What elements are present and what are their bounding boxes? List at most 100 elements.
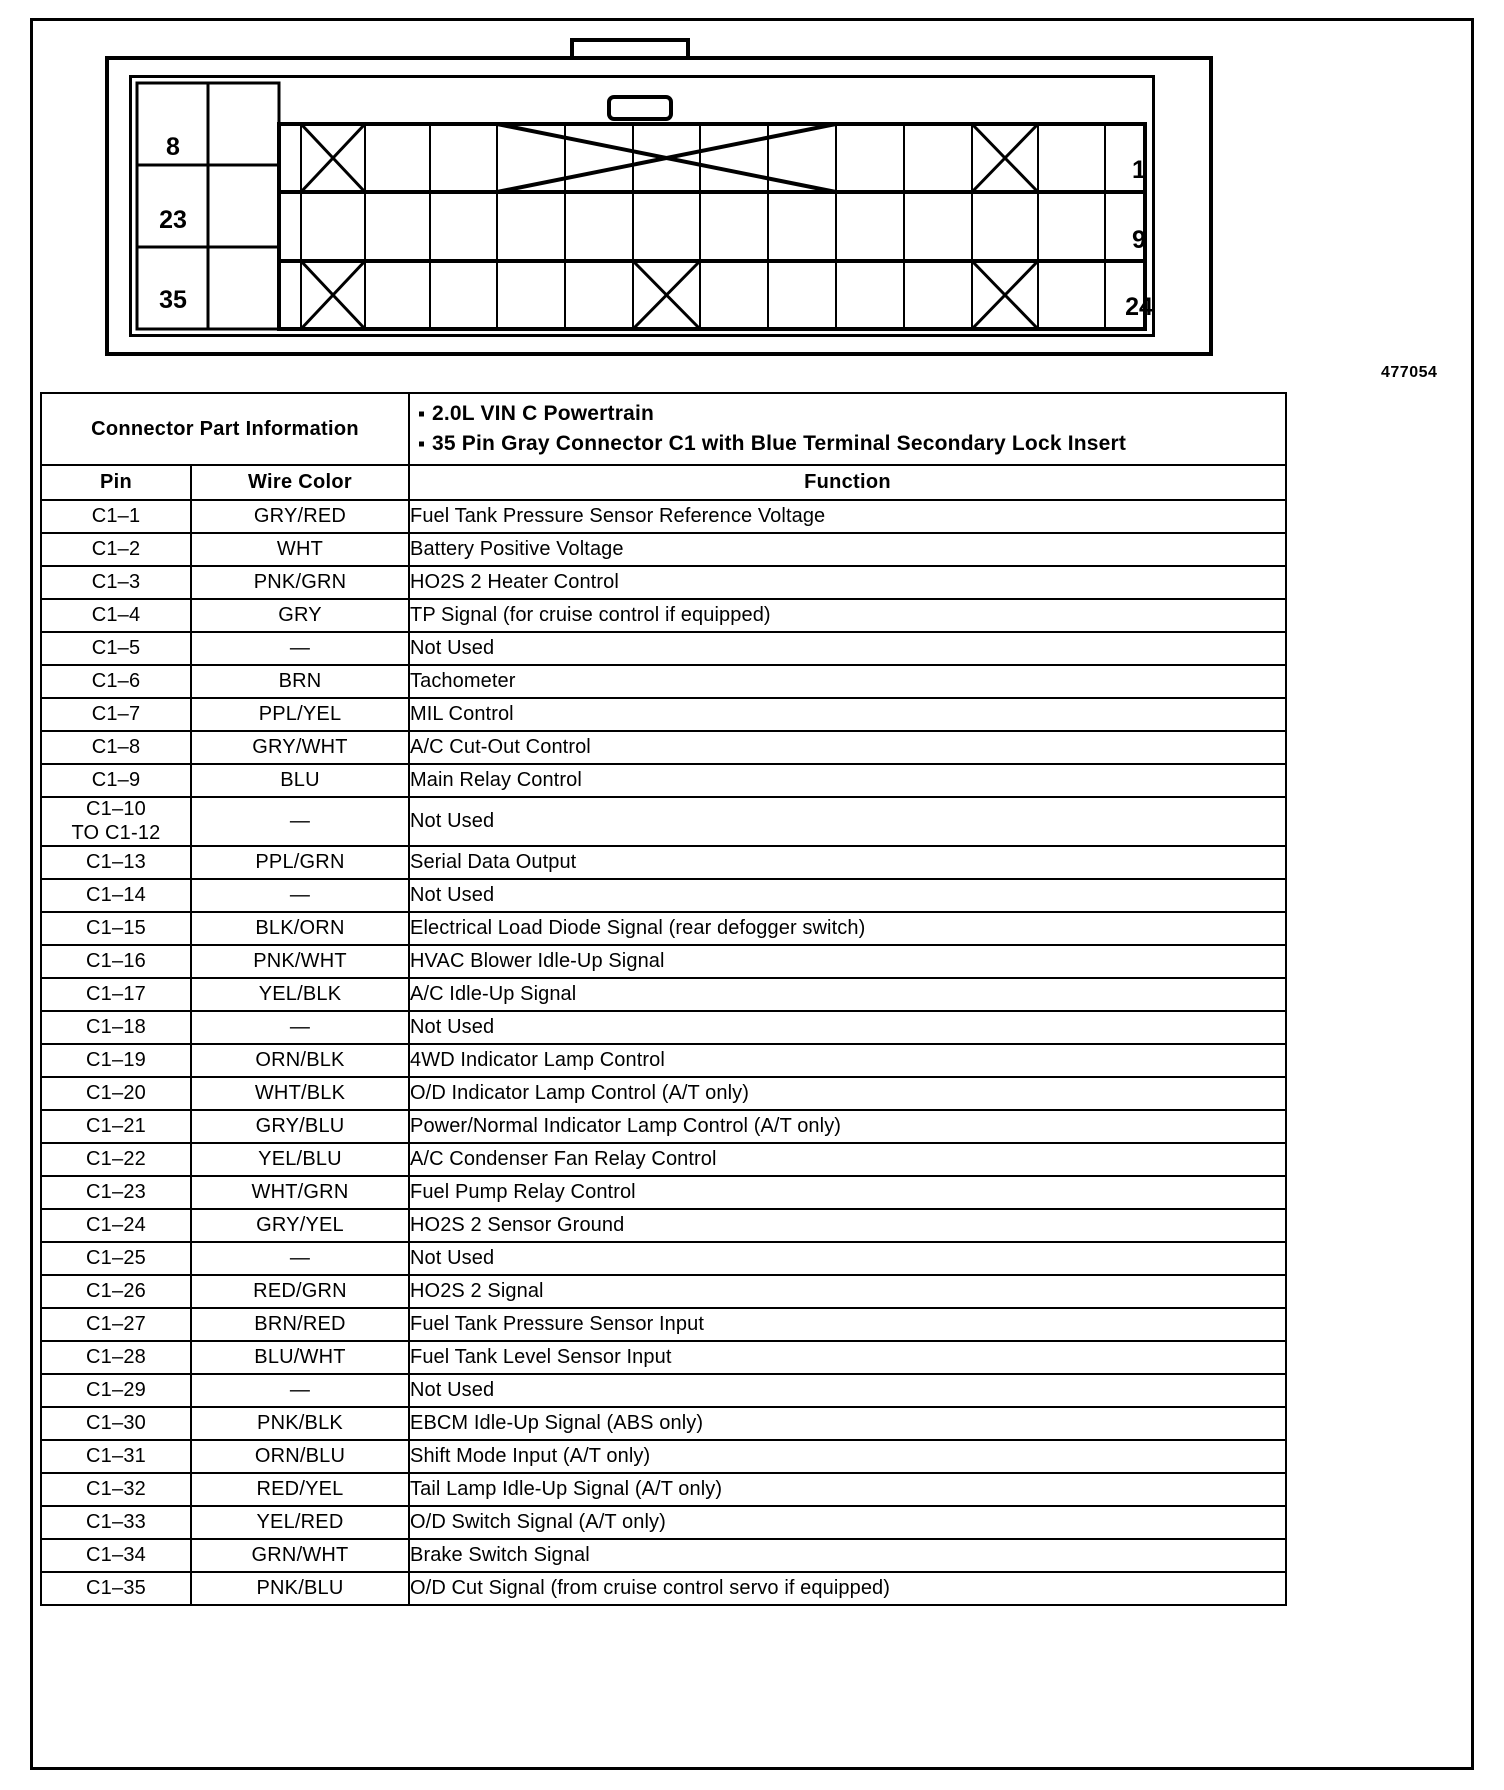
cell-wire-color: PNK/GRN — [190, 565, 410, 600]
cell-wire-color: RED/GRN — [190, 1274, 410, 1310]
table-row: C1–22 YEL/BLU A/C Condenser Fan Relay Cont… — [40, 1142, 1287, 1178]
cell-function: Not Used — [408, 1241, 1287, 1277]
table-row: C1–5— Not Used — [40, 631, 1287, 666]
cell-wire-color: GRY/WHT — [190, 730, 410, 765]
cell-wire-color: PPL/GRN — [190, 845, 410, 881]
bullet-text: 2.0L VIN C Powertrain — [432, 402, 655, 425]
table-row: C1–4 GRY TP Signal (for cruise control if … — [40, 598, 1287, 633]
page-border — [30, 18, 1474, 1770]
cell-wire-color: GRY/BLU — [190, 1109, 410, 1145]
table-row: C1–25— Not Used — [40, 1241, 1287, 1277]
cell-function: Battery Positive Voltage — [408, 532, 1287, 567]
cell-function: HO2S 2 Sensor Ground — [408, 1208, 1287, 1244]
cell-function: EBCM Idle-Up Signal (ABS only) — [408, 1406, 1287, 1442]
cell-function: Main Relay Control — [408, 763, 1287, 798]
table-row: C1–35 PNK/BLU O/D Cut Signal (from cruise … — [40, 1571, 1287, 1607]
cell-wire-color: ORN/BLU — [190, 1439, 410, 1475]
bullet-dot-icon — [419, 411, 424, 417]
cell-wire-color: BRN/RED — [190, 1307, 410, 1343]
cell-function: A/C Idle-Up Signal — [408, 977, 1287, 1013]
cell-pin: C1–2 — [40, 532, 192, 567]
cell-pin: C1–24 — [40, 1208, 192, 1244]
connector-latch-pad — [607, 95, 673, 121]
table-row: C1–27 BRN/RED Fuel Tank Pressure Sensor In… — [40, 1307, 1287, 1343]
cell-function: HO2S 2 Signal — [408, 1274, 1287, 1310]
cell-pin: C1–15 — [40, 911, 192, 947]
table-row: C1–34 GRN/WHT Brake Switch Signal — [40, 1538, 1287, 1574]
cell-wire-color: BLU — [190, 763, 410, 798]
cell-wire-color: WHT — [190, 532, 410, 567]
connector-part-information-label: Connector Part Information — [40, 392, 410, 466]
cell-pin: C1–33 — [40, 1505, 192, 1541]
cell-wire-color: WHT/GRN — [190, 1175, 410, 1211]
cell-pin: C1–9 — [40, 763, 192, 798]
cell-function: Not Used — [408, 1373, 1287, 1409]
cell-pin: C1–30 — [40, 1406, 192, 1442]
table-row: C1–33 YEL/RED O/D Switch Signal (A/T only) — [40, 1505, 1287, 1541]
cell-pin: C1–3 — [40, 565, 192, 600]
table-row: C1–19 ORN/BLK 4WD Indicator Lamp Control — [40, 1043, 1287, 1079]
cell-wire-color: GRY/RED — [190, 499, 410, 534]
cell-wire-color: GRN/WHT — [190, 1538, 410, 1574]
table-row: C1–18— Not Used — [40, 1010, 1287, 1046]
cell-pin: C1–8 — [40, 730, 192, 765]
cell-function: O/D Indicator Lamp Control (A/T only) — [408, 1076, 1287, 1112]
cell-pin: C1–31 — [40, 1439, 192, 1475]
table-row: C1–10 TO C1-12— Not Used — [40, 795, 1287, 848]
cell-wire-color: PNK/BLU — [190, 1571, 410, 1607]
cell-pin: C1–10 TO C1-12 — [40, 795, 192, 848]
cell-pin: C1–14 — [40, 878, 192, 914]
cell-wire-color: — — [190, 1010, 410, 1046]
cell-function: HO2S 2 Heater Control — [408, 565, 1287, 600]
cell-function: Shift Mode Input (A/T only) — [408, 1439, 1287, 1475]
cell-pin: C1–7 — [40, 697, 192, 732]
cell-function: Serial Data Output — [408, 845, 1287, 881]
table-row: C1–8 GRY/WHT A/C Cut-Out Control — [40, 730, 1287, 765]
cell-function: Tail Lamp Idle-Up Signal (A/T only) — [408, 1472, 1287, 1508]
table-row: C1–7 PPL/YEL MIL Control — [40, 697, 1287, 732]
cell-wire-color: GRY — [190, 598, 410, 633]
cell-function: Not Used — [408, 631, 1287, 666]
cell-wire-color: BLU/WHT — [190, 1340, 410, 1376]
cell-wire-color: — — [190, 1373, 410, 1409]
pin-assignment-table-wrapper: Connector Part Information 2.0L VIN C Po… — [40, 392, 1287, 1607]
table-row: C1–24 GRY/YEL HO2S 2 Sensor Ground — [40, 1208, 1287, 1244]
cell-function: 4WD Indicator Lamp Control — [408, 1043, 1287, 1079]
table-row: C1–26 RED/GRN HO2S 2 Signal — [40, 1274, 1287, 1310]
cell-pin: C1–27 — [40, 1307, 192, 1343]
cell-wire-color: RED/YEL — [190, 1472, 410, 1508]
cell-function: O/D Cut Signal (from cruise control serv… — [408, 1571, 1287, 1607]
pin-label-mid-left: 23 — [159, 206, 187, 234]
cell-pin: C1–6 — [40, 664, 192, 699]
cell-wire-color: GRY/YEL — [190, 1208, 410, 1244]
column-header-wire-color: Wire Color — [190, 464, 410, 501]
cell-wire-color: BRN — [190, 664, 410, 699]
cell-function: Electrical Load Diode Signal (rear defog… — [408, 911, 1287, 947]
bullet-item: 35 Pin Gray Connector C1 with Blue Termi… — [410, 429, 1285, 459]
cell-function: Fuel Tank Level Sensor Input — [408, 1340, 1287, 1376]
cell-function: Brake Switch Signal — [408, 1538, 1287, 1574]
cell-wire-color: — — [190, 795, 410, 848]
pin-assignment-table: Connector Part Information 2.0L VIN C Po… — [40, 392, 1287, 1607]
table-row: C1–2 WHT Battery Positive Voltage — [40, 532, 1287, 567]
connector-pinout-diagram: 8 23 35 1 9 24 — [33, 21, 1471, 381]
table-row: C1–23 WHT/GRN Fuel Pump Relay Control — [40, 1175, 1287, 1211]
cell-wire-color: PNK/BLK — [190, 1406, 410, 1442]
cell-pin: C1–25 — [40, 1241, 192, 1277]
pin-label-bottom-left: 35 — [159, 286, 187, 314]
cell-wire-color: BLK/ORN — [190, 911, 410, 947]
connector-top-tab — [570, 38, 690, 60]
table-header-row: Pin Wire Color Function — [40, 464, 1287, 501]
cell-pin: C1–26 — [40, 1274, 192, 1310]
cell-function: HVAC Blower Idle-Up Signal — [408, 944, 1287, 980]
column-header-pin: Pin — [40, 464, 192, 501]
cell-pin: C1–13 — [40, 845, 192, 881]
table-row: C1–15 BLK/ORN Electrical Load Diode Signal… — [40, 911, 1287, 947]
table-row: C1–20 WHT/BLK O/D Indicator Lamp Control (… — [40, 1076, 1287, 1112]
cell-function: Power/Normal Indicator Lamp Control (A/T… — [408, 1109, 1287, 1145]
cell-pin: C1–23 — [40, 1175, 192, 1211]
cell-wire-color: YEL/RED — [190, 1505, 410, 1541]
table-row: C1–1 GRY/RED Fuel Tank Pressure Sensor Ref… — [40, 499, 1287, 534]
table-row: C1–13 PPL/GRN Serial Data Output — [40, 845, 1287, 881]
cell-wire-color: — — [190, 1241, 410, 1277]
